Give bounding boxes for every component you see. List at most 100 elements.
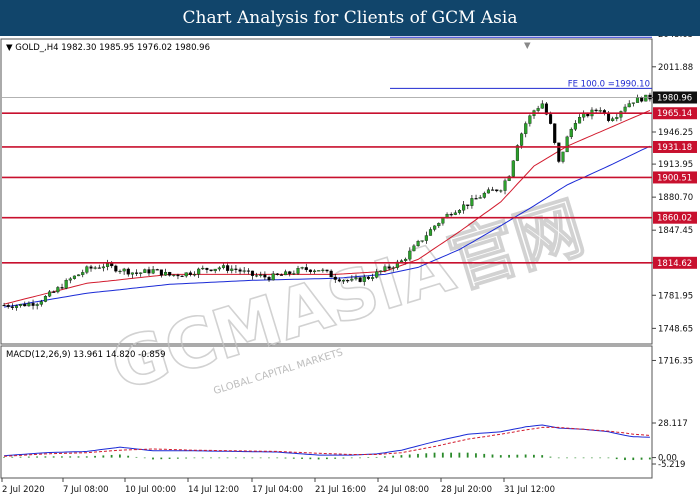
candle-body <box>114 265 118 272</box>
candle-body <box>503 180 507 191</box>
candle-body <box>329 270 333 278</box>
candle-body <box>391 267 395 269</box>
candle-body <box>271 273 275 281</box>
candle-body <box>6 305 10 307</box>
macd-histogram-bar <box>367 457 370 458</box>
candle-body <box>569 129 573 138</box>
candle-body <box>43 296 48 302</box>
macd-histogram-bar <box>516 454 519 458</box>
y-tick-label: 2045.05 <box>658 36 693 40</box>
macd-histogram-bar <box>607 457 610 459</box>
candle-body <box>85 266 89 273</box>
macd-label: MACD(12,26,9) 13.961 14.820 -0.859 <box>6 350 166 360</box>
scroll-triangle-icon[interactable]: ▼ <box>524 41 531 51</box>
candle-body <box>474 198 478 200</box>
macd-histogram-bar <box>210 457 212 459</box>
candle-body <box>342 280 346 282</box>
candle-body <box>89 266 93 269</box>
candle-body <box>635 97 640 103</box>
candle-body <box>387 266 391 269</box>
candle-body <box>180 275 184 277</box>
candle-body <box>226 265 230 271</box>
candle-body <box>246 270 250 272</box>
fibonacci-label: FE 100.0 =1990.10 <box>568 79 650 89</box>
sr-label: 1860.02 <box>657 214 692 224</box>
candle-body <box>255 275 259 277</box>
candle-body <box>395 261 399 268</box>
candle-body <box>420 240 424 242</box>
candle-body <box>383 266 387 272</box>
macd-histogram-bar <box>160 457 163 460</box>
candle-body <box>72 275 77 279</box>
candle-body <box>296 268 300 274</box>
macd-histogram-bar <box>491 454 494 458</box>
candle-body <box>93 267 97 269</box>
macd-histogram-bar <box>326 457 328 460</box>
candle-body <box>238 269 242 272</box>
candle-body <box>379 270 383 272</box>
candle-body <box>192 274 197 276</box>
candle-body <box>594 109 598 112</box>
macd-histogram-bar <box>52 456 55 458</box>
macd-histogram-bar <box>234 457 237 459</box>
candle-body <box>453 212 457 215</box>
macd-histogram-bar <box>433 452 436 458</box>
x-tick-label: 21 Jul 16:00 <box>315 485 366 495</box>
candle-body <box>56 287 60 293</box>
candle-body <box>499 190 503 192</box>
candle-body <box>557 142 561 162</box>
candle-body <box>52 291 56 293</box>
candle-body <box>553 123 557 143</box>
y-tick-label: 1748.65 <box>658 324 693 334</box>
candle-body <box>184 272 188 277</box>
macd-histogram-bar <box>110 454 113 458</box>
macd-histogram-bar <box>226 457 229 459</box>
macd-histogram-bar <box>599 457 602 459</box>
candle-body <box>333 276 337 280</box>
candle-body <box>263 274 267 278</box>
candle-body <box>172 274 176 276</box>
candle-body <box>304 267 308 271</box>
candle-body <box>64 280 68 289</box>
macd-histogram-bar <box>383 456 386 458</box>
macd-histogram-bar <box>466 452 469 458</box>
candle-body <box>313 270 317 273</box>
candle-body <box>631 102 635 104</box>
y-tick-label: 1781.95 <box>658 291 693 301</box>
candle-body <box>35 304 39 306</box>
macd-histogram-bar <box>624 457 626 461</box>
macd-tick-label: -5.219 <box>658 460 685 470</box>
candle-body <box>433 225 437 230</box>
macd-histogram-bar <box>508 454 510 458</box>
candle-body <box>399 260 404 263</box>
sr-label-box <box>653 211 697 224</box>
sr-label: 1814.62 <box>657 259 692 269</box>
candle-body <box>549 114 553 124</box>
sr-label-box <box>653 256 697 269</box>
macd-histogram-bar <box>648 457 651 460</box>
candle-body <box>478 197 482 199</box>
candle-body <box>412 245 416 252</box>
candle-body <box>375 271 379 278</box>
macd-histogram-bar <box>44 456 47 458</box>
price-chart[interactable]: GCMASIA官网 GLOBAL CAPITAL MARKETS FE 161.… <box>0 36 700 500</box>
candle-body <box>31 303 35 306</box>
macd-histogram-bar <box>36 456 38 458</box>
candle-body <box>544 103 548 115</box>
candle-body <box>615 117 619 119</box>
candle-body <box>234 268 238 270</box>
candle-body <box>528 115 532 124</box>
macd-histogram-bar <box>284 457 287 459</box>
candle-body <box>10 306 14 308</box>
fibonacci-label: FE 161.8 =2041.65 <box>568 36 650 38</box>
candle-body <box>424 235 428 241</box>
candle-body <box>151 269 155 274</box>
macd-histogram-bar <box>152 457 154 460</box>
candle-body <box>520 133 524 146</box>
sr-label-box <box>653 107 697 120</box>
current-price-box <box>653 91 697 104</box>
candle-body <box>275 273 279 275</box>
macd-histogram-bar <box>359 457 361 459</box>
candle-body <box>188 272 192 275</box>
macd-main-line <box>4 424 650 457</box>
